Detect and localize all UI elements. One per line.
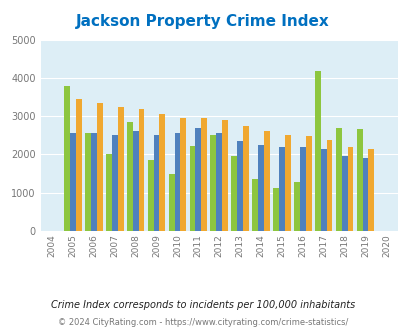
Bar (341, 155, 347, 231)
Bar (347, 147, 352, 231)
Bar (76, 99, 81, 231)
Bar (356, 129, 362, 231)
Bar (127, 122, 132, 231)
Bar (335, 128, 341, 231)
Bar (293, 182, 299, 231)
Bar (117, 107, 123, 231)
Bar (159, 114, 165, 231)
Bar (189, 146, 195, 231)
Bar (263, 131, 269, 231)
Bar (201, 118, 207, 231)
Bar (210, 135, 216, 231)
Bar (70, 133, 76, 231)
Bar (132, 131, 138, 231)
Bar (216, 133, 222, 231)
Bar (273, 188, 278, 231)
Bar (284, 135, 290, 231)
Bar (278, 147, 284, 231)
Bar (252, 179, 258, 231)
Bar (237, 141, 243, 231)
Bar (243, 126, 248, 231)
Text: Jackson Property Crime Index: Jackson Property Crime Index (76, 14, 329, 29)
Bar (299, 147, 305, 231)
Bar (147, 160, 153, 231)
Bar (195, 128, 201, 231)
Bar (96, 103, 102, 231)
Bar (258, 145, 263, 231)
Bar (305, 136, 311, 231)
Bar (174, 133, 180, 231)
Bar (314, 71, 320, 231)
Bar (153, 135, 159, 231)
Bar (231, 155, 237, 231)
Text: © 2024 CityRating.com - https://www.cityrating.com/crime-statistics/: © 2024 CityRating.com - https://www.city… (58, 318, 347, 327)
Bar (168, 174, 174, 231)
Bar (326, 140, 332, 231)
Bar (367, 149, 373, 231)
Text: Crime Index corresponds to incidents per 100,000 inhabitants: Crime Index corresponds to incidents per… (51, 300, 354, 310)
Bar (180, 118, 186, 231)
Bar (85, 133, 91, 231)
Bar (106, 154, 111, 231)
Bar (111, 135, 117, 231)
Bar (222, 120, 228, 231)
Bar (362, 157, 367, 231)
Bar (91, 133, 96, 231)
Bar (138, 109, 144, 231)
Bar (320, 149, 326, 231)
Bar (64, 85, 70, 231)
